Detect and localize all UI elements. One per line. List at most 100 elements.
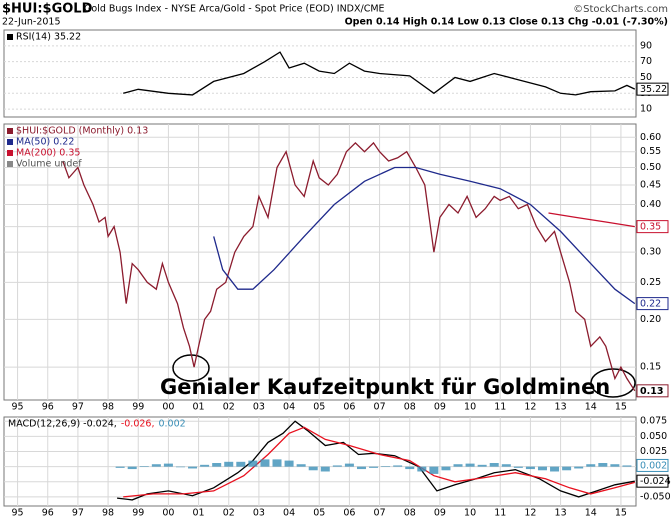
legend-marker	[7, 150, 13, 156]
x-tick-label: 10	[464, 508, 476, 519]
x-tick-label: 07	[374, 402, 386, 413]
value-tag: 0.13	[640, 386, 663, 397]
annotation: Genialer Kaufzeitpunkt für Goldminen	[160, 375, 610, 399]
histogram-bar	[356, 466, 366, 470]
y-tick-label: 0.075	[640, 416, 667, 427]
x-tick-label: 06	[343, 508, 355, 519]
x-tick-label: 97	[72, 402, 84, 413]
y-tick-label: 0.15	[640, 362, 661, 373]
title: Gold Bugs Index - NYSE Arca/Gold - Spot …	[84, 4, 385, 15]
histogram-bar	[151, 464, 161, 467]
legend-marker	[7, 161, 13, 167]
histogram-bar	[224, 461, 234, 467]
x-tick-label: 12	[524, 402, 536, 413]
x-tick-label: 14	[585, 402, 597, 413]
x-tick-label: 04	[283, 402, 295, 413]
series-line	[123, 51, 636, 96]
x-tick-label: 08	[404, 402, 416, 413]
y-tick-label: 0.025	[640, 446, 667, 457]
legend-marker	[7, 128, 13, 134]
histogram-bar	[417, 466, 427, 472]
x-tick-label: 01	[193, 508, 205, 519]
histogram-bar	[236, 461, 246, 467]
legend-entry: 0.002	[158, 419, 185, 430]
legend-entry: Volume undef	[16, 159, 82, 170]
legend-entry: MA(50) 0.22	[16, 137, 74, 148]
histogram-bar	[320, 466, 330, 472]
x-tick-label: 01	[193, 402, 205, 413]
value-tag: 0.002	[640, 460, 667, 471]
histogram-bar	[115, 466, 125, 468]
value-tag: 0.35	[640, 222, 661, 233]
histogram-bar	[537, 466, 547, 471]
series-line	[123, 426, 635, 498]
histogram-bar	[405, 466, 415, 470]
x-tick-label: 03	[253, 402, 265, 413]
histogram-bar	[586, 464, 596, 467]
histogram-bar	[477, 464, 487, 467]
x-tick-label: 13	[555, 508, 567, 519]
legend-marker	[7, 139, 13, 145]
x-tick-label: 15	[615, 402, 627, 413]
x-tick-label: 06	[343, 402, 355, 413]
histogram-bar	[284, 460, 294, 467]
x-tick-label: 12	[524, 508, 536, 519]
y-tick-label: 90	[640, 40, 652, 51]
legend-entry: MACD(12,26,9) -0.024,	[8, 419, 117, 430]
histogram-bar	[610, 464, 620, 467]
symbol: $HUI:$GOLD	[2, 2, 93, 17]
histogram-bar	[344, 463, 354, 467]
quote: Open 0.14 High 0.14 Low 0.13 Close 0.13 …	[345, 17, 668, 28]
x-tick-label: 15	[615, 508, 627, 519]
histogram-bar	[332, 465, 342, 467]
x-tick-label: 11	[494, 508, 506, 519]
x-tick-label: 02	[223, 508, 235, 519]
histogram-bar	[381, 466, 391, 467]
histogram-bar	[260, 459, 270, 467]
histogram-bar	[175, 466, 185, 468]
histogram-bar	[574, 466, 584, 469]
histogram-bar	[272, 459, 282, 467]
histogram-bar	[127, 466, 137, 470]
legend-entry: -0.026,	[121, 419, 155, 430]
panel-frame	[3, 416, 637, 507]
x-tick-label: 07	[374, 508, 386, 519]
histogram-bar	[393, 465, 403, 467]
value-tag: 0.22	[640, 299, 661, 310]
histogram-bar	[429, 466, 439, 474]
x-tick-label: 99	[132, 402, 144, 413]
histogram-bar	[525, 466, 535, 470]
histogram-bar	[598, 463, 608, 467]
y-tick-label: 0.20	[640, 314, 661, 325]
x-tick-label: 00	[162, 402, 174, 413]
x-tick-label: 09	[434, 402, 446, 413]
x-tick-label: 04	[283, 508, 295, 519]
y-tick-label: 70	[640, 56, 652, 67]
y-tick-label: 50	[640, 72, 652, 83]
x-tick-label: 02	[223, 402, 235, 413]
histogram-bar	[453, 464, 463, 467]
histogram-bar	[513, 466, 523, 468]
histogram-bar	[188, 466, 198, 469]
histogram-bar	[441, 466, 451, 471]
x-tick-label: 09	[434, 508, 446, 519]
histogram-bar	[465, 463, 475, 467]
x-tick-label: 13	[555, 402, 567, 413]
value-tag: -0.024	[640, 476, 671, 487]
x-tick-label: 98	[102, 402, 114, 413]
y-tick-label: 0.45	[640, 179, 661, 190]
series-line	[548, 212, 635, 228]
y-tick-label: 0.55	[640, 146, 661, 157]
x-tick-label: 08	[404, 508, 416, 519]
value-tag-box	[636, 474, 669, 488]
histogram-bar	[296, 464, 306, 467]
x-tick-label: 99	[132, 508, 144, 519]
value-tag-box	[636, 297, 669, 311]
y-tick-label: -0.050	[640, 491, 671, 502]
y-tick-label: 0.25	[640, 277, 661, 288]
value-tag-box	[636, 458, 669, 472]
histogram-bar	[501, 464, 511, 467]
histogram-bar	[550, 466, 560, 472]
histogram-bar	[248, 460, 258, 467]
